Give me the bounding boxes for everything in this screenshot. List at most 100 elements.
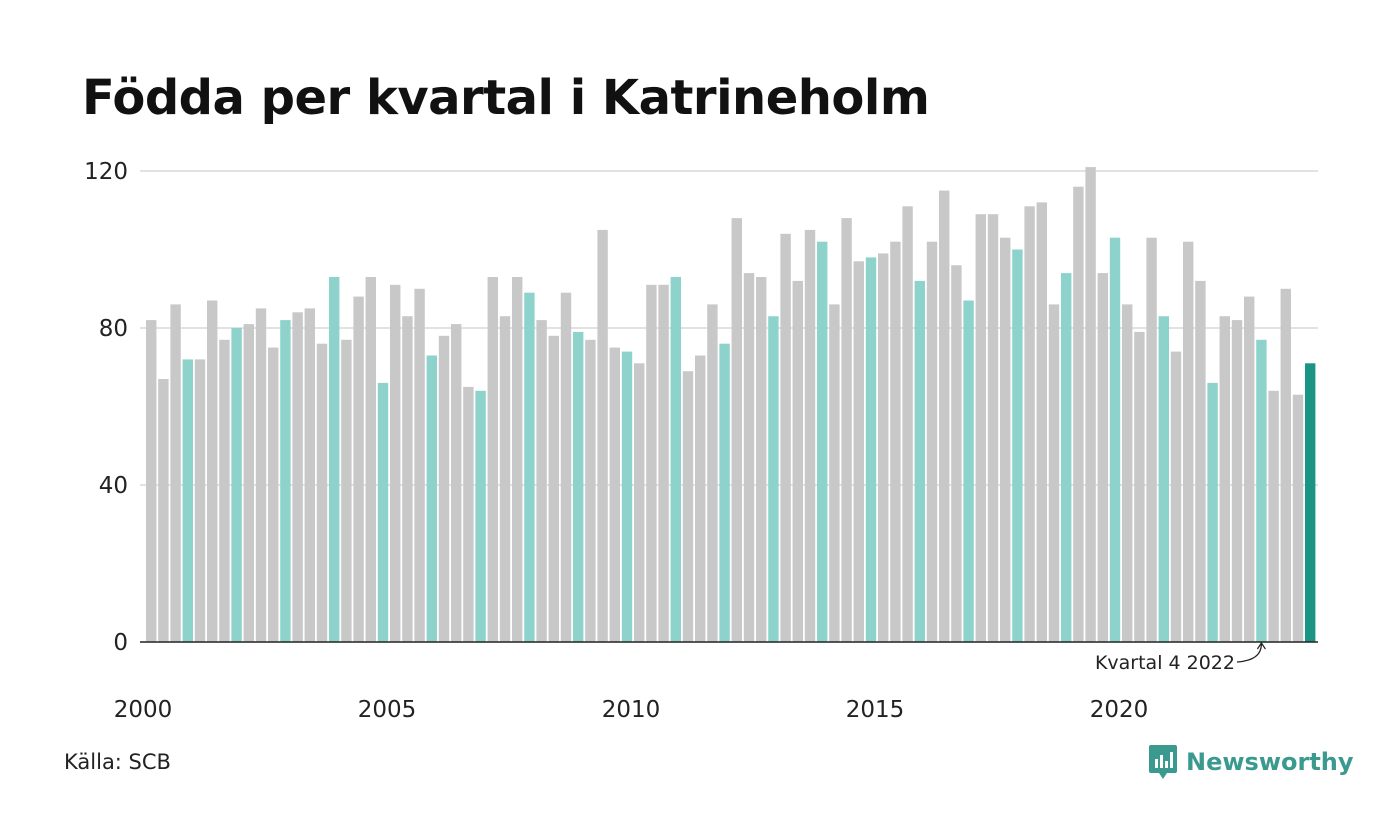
- bar: [719, 343, 730, 642]
- bar: [280, 320, 291, 642]
- bar: [1158, 316, 1169, 642]
- bar: [1231, 320, 1243, 642]
- bar: [756, 277, 767, 642]
- bar: [524, 292, 535, 642]
- bar: [1036, 202, 1047, 642]
- bar: [963, 300, 974, 642]
- bar: [829, 304, 840, 642]
- bar: [1170, 351, 1182, 642]
- bar: [902, 206, 913, 643]
- bar: [1207, 382, 1218, 642]
- bar: [670, 277, 681, 642]
- bar: [1195, 280, 1206, 642]
- bar: [255, 308, 267, 642]
- bar: [463, 386, 474, 642]
- bar: [158, 379, 169, 642]
- bar: [1012, 249, 1023, 642]
- bar: [585, 339, 596, 642]
- x-tick-label: 2020: [1090, 697, 1149, 723]
- bar: [1256, 339, 1267, 642]
- y-axis-ticks: 0 40 80 120: [84, 159, 128, 656]
- x-tick-label: 2000: [114, 697, 173, 723]
- bar: [1244, 296, 1255, 642]
- bar: [1134, 331, 1145, 642]
- bar: [353, 296, 364, 642]
- bar: [548, 335, 559, 642]
- bar: [1280, 288, 1291, 643]
- bar: [731, 218, 742, 642]
- bar: [1292, 394, 1304, 642]
- bar: [682, 371, 694, 642]
- bar: [390, 284, 401, 642]
- y-tick-label: 80: [99, 316, 128, 342]
- bar: [1268, 390, 1279, 642]
- annotation: Kvartal 4 2022: [1095, 641, 1266, 674]
- bar: [817, 241, 828, 642]
- bar: [865, 257, 877, 642]
- chart-title: Födda per kvartal i Katrineholm: [82, 70, 930, 126]
- bar: [804, 229, 816, 642]
- annotation-arrow: [1236, 641, 1266, 663]
- brand: Newsworthy: [1148, 744, 1354, 780]
- annotation-label: Kvartal 4 2022: [1095, 652, 1235, 674]
- bar: [426, 355, 437, 642]
- bar: [451, 324, 462, 642]
- bar: [975, 214, 986, 642]
- x-tick-label: 2005: [358, 697, 417, 723]
- bar: [1000, 237, 1011, 642]
- bar: [1073, 186, 1084, 642]
- bar: [268, 347, 279, 642]
- bars: [146, 167, 1316, 643]
- bar: [646, 284, 657, 642]
- bar: [939, 190, 950, 642]
- bar: [951, 265, 962, 642]
- bar: [914, 280, 925, 642]
- bar: [621, 351, 633, 642]
- bar: [878, 253, 889, 642]
- bar: [377, 382, 389, 642]
- x-tick-label: 2010: [602, 697, 661, 723]
- bar: [243, 324, 254, 642]
- brand-name: Newsworthy: [1186, 748, 1354, 776]
- x-axis-ticks: 2000 2005 2010 2015 2020: [114, 697, 1149, 723]
- bar: [634, 363, 645, 642]
- bar: [597, 229, 608, 642]
- bar: [207, 300, 218, 642]
- bar: [329, 277, 340, 642]
- bar: [304, 308, 315, 642]
- y-tick-label: 120: [84, 159, 128, 185]
- bar: [512, 277, 523, 642]
- bar: [792, 280, 803, 642]
- bar: [841, 218, 852, 642]
- bar: [316, 343, 328, 642]
- bar: [475, 390, 486, 642]
- bar: [609, 347, 620, 642]
- bar: [560, 292, 572, 642]
- newsworthy-logo-icon: [1149, 745, 1177, 779]
- bar: [695, 355, 706, 642]
- bar: [1122, 304, 1133, 642]
- bar: [219, 339, 230, 642]
- x-tick-label: 2015: [846, 697, 905, 723]
- bar: [414, 288, 425, 643]
- bar: [1024, 206, 1035, 643]
- bar: [182, 359, 193, 642]
- bar: [341, 339, 352, 642]
- bar: [231, 328, 242, 642]
- bar-chart: 0 40 80 120 2000 2005 2010 2015 2020 Kvartal 4 …: [84, 159, 1318, 723]
- bar: [1183, 241, 1194, 642]
- bar: [499, 316, 511, 642]
- bar: [1109, 237, 1121, 642]
- bar: [1219, 316, 1230, 642]
- bar: [536, 320, 547, 642]
- bar: [743, 273, 755, 642]
- bar: [292, 312, 303, 642]
- bar: [194, 359, 206, 642]
- bar: [146, 320, 157, 642]
- bar: [987, 214, 999, 642]
- bar: [1146, 237, 1157, 642]
- bar: [768, 316, 779, 642]
- y-tick-label: 0: [113, 630, 128, 656]
- bar: [487, 277, 498, 642]
- bar: [170, 304, 181, 642]
